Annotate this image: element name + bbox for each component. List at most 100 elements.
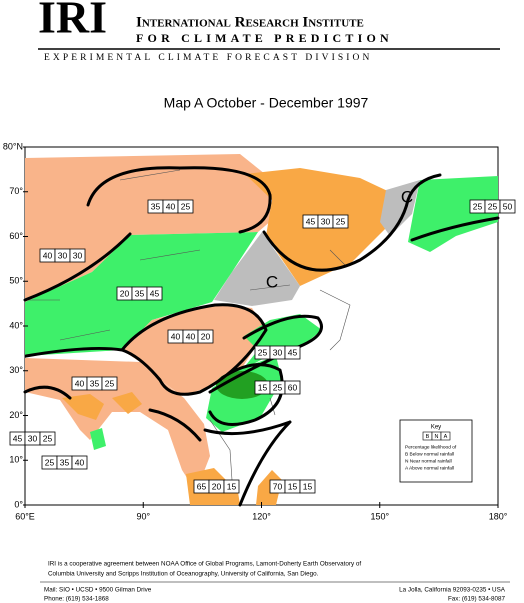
forecast-value: 65	[197, 481, 207, 491]
forecast-value: 50	[503, 201, 513, 211]
forecast-value: 45	[150, 288, 160, 298]
forecast-value: 25	[336, 216, 346, 226]
key-text: A Above normal rainfall	[405, 465, 454, 471]
forecast-cell	[101, 376, 118, 391]
lon-label: 60°E	[15, 511, 35, 521]
key-cell	[440, 431, 451, 441]
forecast-value: 25	[105, 378, 115, 388]
region	[214, 232, 300, 306]
forecast-value: 40	[171, 331, 181, 341]
forecast-value: 25	[258, 347, 268, 357]
forecast-value: 25	[181, 201, 191, 211]
forecast-cell	[284, 380, 301, 395]
forecast-value: 25	[45, 457, 55, 467]
lat-label: 60°	[9, 231, 23, 241]
key-title: Key	[431, 425, 441, 431]
forecast-box: 40 35 25	[71, 376, 118, 391]
region	[112, 392, 142, 414]
region	[25, 154, 272, 302]
footer-phone: Phone: (619) 534-1868	[44, 596, 109, 603]
division: EXPERIMENTAL CLIMATE FORECAST DIVISION	[44, 53, 372, 63]
footer-mail: Mail: SIO • UCSD • 9500 Gilman Drive	[44, 587, 152, 594]
key-cell-label: A	[444, 434, 448, 440]
forecast-box: 20 35 45	[116, 286, 163, 301]
forecast-value: 20	[120, 288, 130, 298]
lon-label: 90°	[136, 511, 150, 521]
forecast-box: 15 25 60	[254, 380, 301, 395]
footer-fax: Fax: (619) 534-8087	[448, 596, 506, 603]
forecast-value: 30	[321, 216, 331, 226]
map-title: Map A October - December 1997	[164, 95, 369, 111]
forecast-value: 40	[186, 331, 196, 341]
key-text: N Near normal rainfall	[405, 458, 452, 464]
forecast-value: 35	[60, 457, 70, 467]
region	[62, 394, 104, 420]
footer-city: La Jolla, California 92093-0235 • USA	[399, 587, 506, 594]
forecast-cell	[332, 214, 349, 229]
forecast-value: 25	[43, 433, 53, 443]
forecast-cell	[197, 329, 214, 344]
forecast-value: 60	[288, 382, 298, 392]
forecast-value: 45	[288, 347, 298, 357]
lon-label: 150°	[370, 511, 389, 521]
forecast-value: 25	[273, 382, 283, 392]
forecast-cell	[223, 479, 240, 494]
forecast-value: 40	[75, 457, 85, 467]
forecast-value: 45	[306, 216, 316, 226]
region	[256, 470, 282, 505]
forecast-box: 65 20 15	[193, 479, 240, 494]
forecast-value: 35	[90, 378, 100, 388]
lat-label: 70°	[9, 186, 23, 196]
region-label: C	[266, 272, 278, 291]
lat-label: 80°N	[3, 141, 23, 151]
forecast-boundary	[23, 166, 500, 507]
map	[23, 146, 500, 507]
key-cell-label: N	[435, 434, 439, 440]
forecast-value: 30	[273, 347, 283, 357]
forecast-value: 15	[227, 481, 237, 491]
forecast-value: 25	[488, 201, 498, 211]
forecast-cell	[39, 431, 56, 446]
forecast-cell	[71, 455, 88, 470]
lon-label: 120°	[252, 511, 271, 521]
forecast-value: 15	[303, 481, 313, 491]
footer-note: Columbia University and Scripps Institut…	[48, 571, 319, 578]
institute-subtitle: FOR CLIMATE PREDICTION	[136, 31, 393, 45]
forecast-value: 45	[13, 433, 23, 443]
forecast-value: 40	[166, 201, 176, 211]
forecast-value: 40	[43, 250, 53, 260]
lat-label: 30°	[9, 365, 23, 375]
forecast-box: 35 40 25	[147, 199, 194, 214]
key-text: B Below normal rainfall	[405, 451, 454, 457]
footer-note: IRI is a cooperative agreement between N…	[48, 561, 361, 568]
forecast-cell	[284, 345, 301, 360]
forecast-cell	[177, 199, 194, 214]
key-cell-label: B	[426, 434, 430, 440]
forecast-cell	[499, 199, 516, 214]
forecast-value: 20	[212, 481, 222, 491]
lat-label: 0°	[14, 499, 23, 509]
forecast-value: 25	[473, 201, 483, 211]
key: Key B N A Percentage likelihood ofB Below n…	[399, 419, 473, 483]
key-text: Percentage likelihood of	[405, 444, 457, 450]
forecast-box: 40 30 30	[39, 248, 86, 263]
forecast-box: 25 35 40	[41, 455, 88, 470]
forecast-value: 20	[201, 331, 211, 341]
forecast-cell	[299, 479, 316, 494]
forecast-value: 70	[273, 481, 283, 491]
forecast-value: 35	[151, 201, 161, 211]
forecast-value: 35	[135, 288, 145, 298]
forecast-value: 30	[58, 250, 68, 260]
lat-label: 20°	[9, 410, 23, 420]
forecast-value: 40	[75, 378, 85, 388]
region	[90, 428, 106, 450]
institute-name: International Research Institute	[136, 14, 364, 30]
lat-label: 40°	[9, 320, 23, 330]
forecast-box: 40 40 20	[167, 329, 214, 344]
forecast-box: 70 15 15	[269, 479, 316, 494]
forecast-box: 25 25 50	[469, 199, 516, 214]
logo: IRI	[38, 0, 107, 43]
lon-label: 180°	[489, 511, 508, 521]
forecast-cell	[146, 286, 163, 301]
